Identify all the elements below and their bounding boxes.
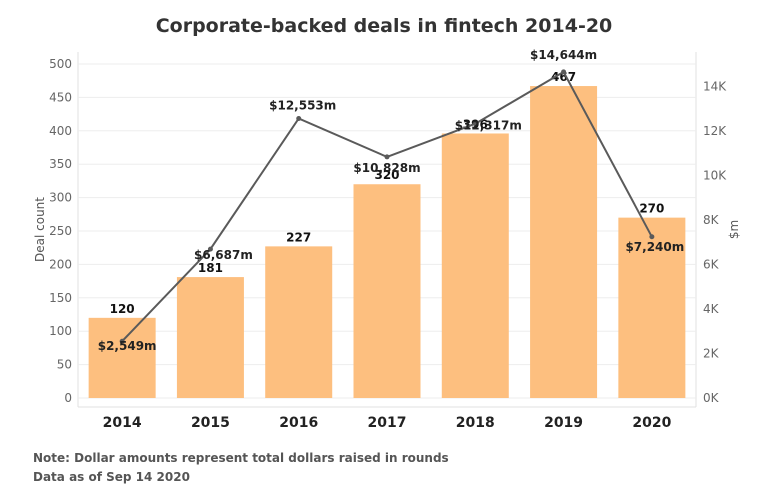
line-value-label: $10,828m bbox=[353, 161, 420, 175]
bar bbox=[353, 184, 421, 398]
x-tick-label: 2014 bbox=[103, 415, 142, 431]
bar bbox=[441, 133, 509, 399]
y-tick-right: 12K bbox=[703, 124, 727, 138]
bar bbox=[88, 317, 156, 398]
x-tick-label: 2016 bbox=[279, 415, 318, 431]
bar-value-label: 181 bbox=[198, 261, 223, 275]
bar bbox=[530, 86, 598, 398]
y-tick-right: 6K bbox=[703, 257, 720, 271]
y-tick-left: 200 bbox=[49, 257, 72, 271]
bar-labels: 120181227320396467270 bbox=[110, 70, 665, 316]
left-axis: 0 50 100 150 200 250 300 350 400 450 500 bbox=[49, 57, 72, 405]
bar-series bbox=[88, 86, 686, 399]
line-point bbox=[119, 338, 125, 344]
y-tick-left: 350 bbox=[49, 157, 72, 171]
line-value-label: $7,240m bbox=[625, 240, 684, 254]
y-tick-left: 250 bbox=[49, 224, 72, 238]
y-tick-left: 500 bbox=[49, 57, 72, 71]
line-point bbox=[207, 246, 213, 252]
bar-value-label: 227 bbox=[286, 230, 311, 244]
line-point bbox=[561, 69, 567, 75]
chart-title: Corporate-backed deals in fintech 2014-2… bbox=[156, 15, 613, 37]
line-value-label: $2,549m bbox=[98, 339, 157, 353]
y-tick-right: 0K bbox=[703, 391, 720, 405]
y-tick-right: 14K bbox=[703, 79, 727, 93]
bar-value-label: 120 bbox=[110, 302, 135, 316]
line-point bbox=[649, 234, 655, 240]
y-tick-right: 10K bbox=[703, 168, 727, 182]
line-value-label: $14,644m bbox=[530, 48, 597, 62]
line-value-label: $12,317m bbox=[455, 119, 522, 133]
line-point bbox=[384, 154, 390, 160]
line-value-label: $12,553m bbox=[269, 98, 336, 112]
bar-value-label: 320 bbox=[374, 168, 399, 182]
y-axis-title-right: $m bbox=[727, 220, 741, 239]
line-labels: $2,549m $6,687m $12,553m $10,828m $12,317m $1… bbox=[98, 48, 685, 353]
y-tick-left: 450 bbox=[49, 90, 72, 104]
bar bbox=[618, 217, 686, 398]
y-axis-title-left: Deal count bbox=[33, 197, 47, 262]
right-axis: 0K 2K 4K 6K 8K 10K 12K 14K bbox=[703, 79, 727, 405]
y-tick-left: 50 bbox=[57, 358, 72, 372]
y-tick-left: 400 bbox=[49, 124, 72, 138]
x-tick-label: 2018 bbox=[456, 415, 495, 431]
x-tick-label: 2019 bbox=[544, 415, 583, 431]
line-point bbox=[296, 115, 302, 121]
y-tick-left: 0 bbox=[64, 391, 72, 405]
y-tick-right: 8K bbox=[703, 213, 720, 227]
y-tick-left: 150 bbox=[49, 291, 72, 305]
data-date-note: Data as of Sep 14 2020 bbox=[33, 470, 190, 484]
y-tick-right: 2K bbox=[703, 346, 720, 360]
x-tick-label: 2015 bbox=[191, 415, 230, 431]
y-tick-right: 4K bbox=[703, 302, 720, 316]
bar bbox=[176, 277, 244, 398]
x-tick-label: 2020 bbox=[632, 415, 671, 431]
bar-value-label: 467 bbox=[551, 70, 576, 84]
line-value-label: $6,687m bbox=[194, 248, 253, 262]
x-axis: 2014 2015 2016 2017 2018 2019 2020 bbox=[103, 415, 672, 431]
y-tick-left: 100 bbox=[49, 324, 72, 338]
line-series bbox=[119, 69, 655, 344]
x-tick-label: 2017 bbox=[368, 415, 407, 431]
footnote: Note: Dollar amounts represent total dol… bbox=[33, 451, 449, 465]
bar-value-label: 270 bbox=[639, 202, 664, 216]
bar bbox=[265, 246, 333, 398]
line-point bbox=[472, 121, 478, 127]
y-tick-left: 300 bbox=[49, 191, 72, 205]
